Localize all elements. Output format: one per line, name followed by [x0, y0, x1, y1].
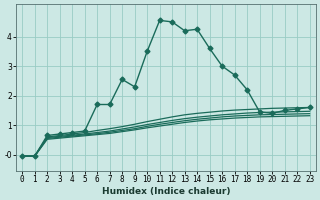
X-axis label: Humidex (Indice chaleur): Humidex (Indice chaleur) — [102, 187, 230, 196]
